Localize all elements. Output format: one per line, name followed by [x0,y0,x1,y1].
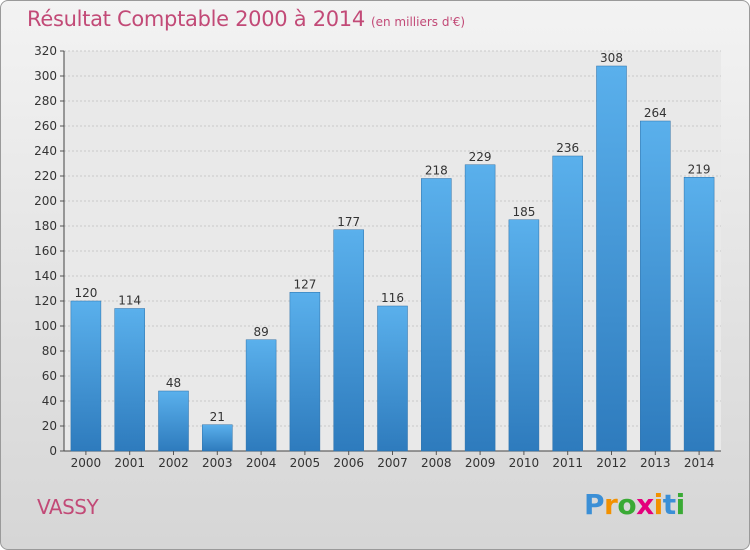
x-tick-label: 2010 [509,456,540,470]
y-tick-label: 300 [34,69,57,83]
proxiti-logo: Proxiti [584,488,685,521]
y-tick-label: 120 [34,294,57,308]
bar [114,308,145,452]
logo-letter: i [675,488,686,521]
x-tick-label: 2000 [71,456,102,470]
data-label: 185 [512,205,535,219]
y-tick-label: 200 [34,194,57,208]
x-tick-label: 2014 [684,456,715,470]
data-label: 89 [253,325,268,339]
data-label: 218 [425,164,448,178]
data-label: 120 [74,286,97,300]
bar [508,219,540,452]
data-label: 116 [381,291,404,305]
bar [70,300,102,452]
data-label: 308 [600,51,623,65]
y-tick-label: 0 [49,444,57,458]
x-tick-label: 2013 [640,456,671,470]
logo-letter: x [636,488,654,521]
data-label: 48 [166,376,181,390]
y-tick-label: 80 [42,344,57,358]
x-tick-label: 2005 [290,456,321,470]
y-tick-label: 20 [42,419,57,433]
y-tick-label: 320 [34,44,57,58]
logo-letter: o [617,488,637,521]
logo-letter: t [662,488,676,521]
data-label: 127 [293,277,316,291]
data-label: 236 [556,141,579,155]
bar [289,292,321,452]
x-tick-label: 2001 [114,456,145,470]
y-tick-label: 280 [34,94,57,108]
x-tick-label: 2012 [596,456,627,470]
data-label: 264 [644,106,667,120]
bar [245,339,277,452]
logo-letter: i [653,488,664,521]
data-label: 21 [210,410,225,424]
x-tick-label: 2002 [158,456,189,470]
y-tick-label: 260 [34,119,57,133]
x-tick-label: 2008 [421,456,452,470]
y-tick-label: 220 [34,169,57,183]
y-tick-label: 240 [34,144,57,158]
place-name: VASSY [37,495,99,519]
data-label: 114 [118,294,141,308]
y-tick-label: 140 [34,269,57,283]
bar [333,229,364,452]
y-tick-label: 180 [34,219,57,233]
bar [464,164,496,452]
y-tick-label: 40 [42,394,57,408]
bar [640,120,671,452]
bar [552,155,583,452]
x-tick-label: 2009 [465,456,496,470]
x-tick-label: 2006 [333,456,364,470]
y-tick-label: 60 [42,369,57,383]
logo-letter: r [604,488,618,521]
chart-title: Résultat Comptable 2000 à 2014 (en millie… [27,7,465,31]
y-tick-label: 100 [34,319,57,333]
logo-letter: P [584,488,605,521]
x-tick-label: 2007 [377,456,408,470]
data-label: 177 [337,215,360,229]
title-unit: (en milliers d'€) [370,15,466,29]
title-text: Résultat Comptable 2000 à 2014 [27,7,365,31]
data-label: 229 [469,150,492,164]
x-tick-label: 2003 [202,456,233,470]
bar [683,177,715,452]
x-tick-label: 2011 [552,456,583,470]
y-tick-label: 160 [34,244,57,258]
x-tick-label: 2004 [246,456,277,470]
bar [158,390,189,452]
bar [377,305,408,452]
bar [421,178,452,452]
bar [596,65,627,452]
data-label: 219 [688,162,711,176]
bar [202,424,233,452]
